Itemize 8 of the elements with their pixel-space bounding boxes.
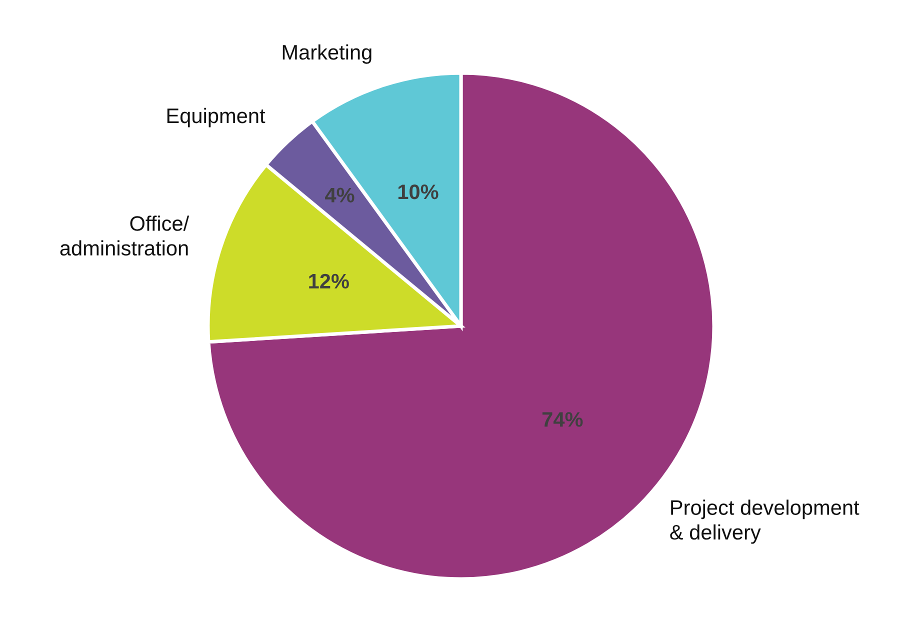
data-label: 12% — [309, 274, 349, 289]
slice-label: Marketing — [282, 44, 372, 64]
slice-label: Office/ administration — [60, 216, 190, 256]
data-label: 4% — [325, 188, 354, 202]
slice-label: Equipment — [167, 108, 266, 128]
data-label: 10% — [398, 184, 438, 200]
slice-label: Project development & delivery — [670, 500, 860, 544]
data-label: 74% — [542, 412, 583, 427]
